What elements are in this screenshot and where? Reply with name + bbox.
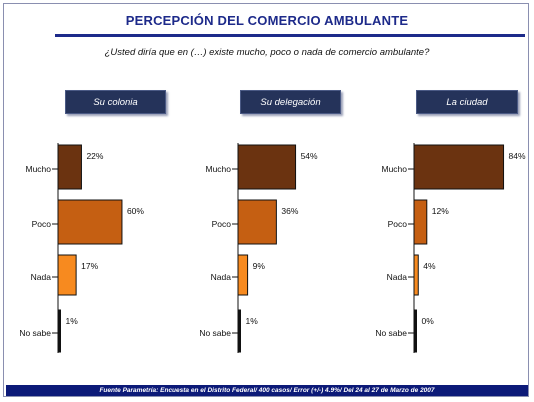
category-label-poco: Poco [388,219,408,229]
category-label-nada: Nada [31,272,52,282]
category-label-no-sabe: No sabe [19,328,51,338]
value-label-colonia-no-sabe: 1% [66,316,79,326]
category-label-no-sabe: No sabe [199,328,231,338]
value-label-delegacion-poco: 36% [281,206,298,216]
source-footer: Fuente Parametría: Encuesta en el Distri… [6,385,528,396]
value-label-colonia-nada: 17% [81,261,98,271]
bar-ciudad-poco [413,199,428,245]
panel-header-colonia: Su colonia [65,90,166,114]
category-label-poco: Poco [212,219,232,229]
category-label-mucho: Mucho [381,164,407,174]
panel-header-delegacion: Su delegación [240,90,341,114]
value-label-colonia-poco: 60% [127,206,144,216]
title-underline [55,34,525,37]
value-label-delegacion-no-sabe: 1% [246,316,259,326]
page-title: PERCEPCIÓN DEL COMERCIO AMBULANTE [125,13,409,28]
value-label-ciudad-poco: 12% [432,206,449,216]
category-label-mucho: Mucho [205,164,231,174]
value-label-delegacion-mucho: 54% [301,151,318,161]
category-label-nada: Nada [387,272,408,282]
category-label-nada: Nada [211,272,232,282]
value-label-delegacion-nada: 9% [253,261,266,271]
value-label-colonia-mucho: 22% [86,151,103,161]
bar-colonia-mucho [57,144,82,190]
bar-delegacion-poco [237,199,277,245]
bar-colonia-nada [57,254,77,296]
category-label-poco: Poco [32,219,52,229]
value-label-ciudad-nada: 4% [423,261,436,271]
bar-delegacion-mucho [237,144,297,190]
value-label-ciudad-mucho: 84% [509,151,526,161]
bar-ciudad-nada [413,254,419,296]
category-label-mucho: Mucho [25,164,51,174]
survey-question: ¿Usted diría que en (…) existe mucho, po… [104,47,430,58]
bar-ciudad-mucho [413,144,505,190]
value-label-ciudad-no-sabe: 0% [422,316,435,326]
bar-delegacion-nada [237,254,249,296]
category-label-no-sabe: No sabe [375,328,407,338]
bar-colonia-poco [57,199,123,245]
panel-header-ciudad: La ciudad [416,90,518,114]
